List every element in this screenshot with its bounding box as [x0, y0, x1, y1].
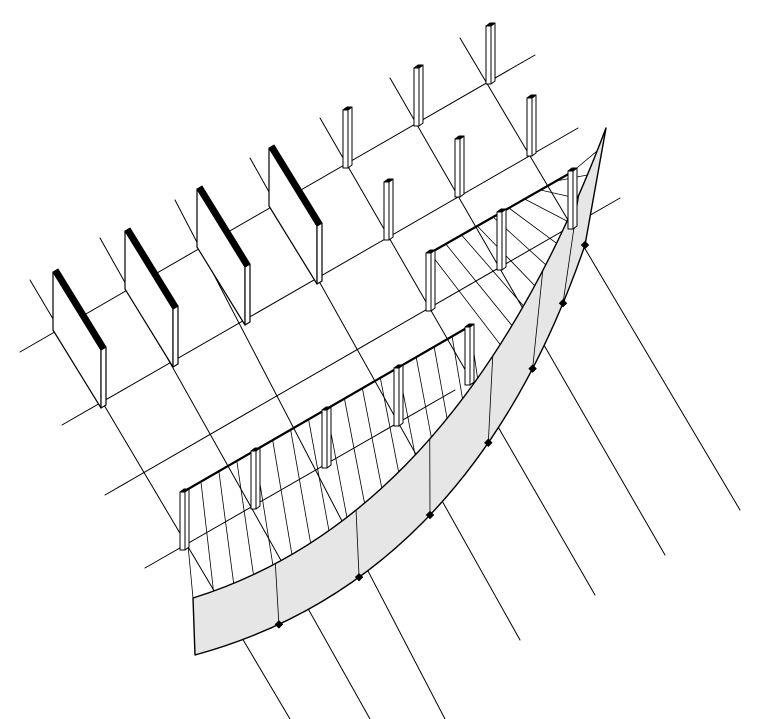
- frame-column-face: [321, 409, 328, 469]
- frame-column-cap: [464, 323, 475, 328]
- free-column-cap: [383, 178, 394, 183]
- rafter-line: [415, 356, 432, 438]
- frame-column-cap: [321, 406, 332, 411]
- rafter-line: [200, 481, 214, 592]
- frame-column-cap: [393, 364, 404, 369]
- wall-panel-top: [52, 268, 107, 351]
- rafter-line: [218, 470, 235, 584]
- free-column-face: [526, 97, 533, 157]
- connection-node: [484, 438, 493, 447]
- free-column-face: [454, 138, 461, 198]
- free-column-face: [485, 25, 492, 85]
- rafter-line: [445, 243, 513, 326]
- rafter-line: [461, 234, 524, 307]
- frame-column-face: [250, 450, 257, 510]
- rafter-line: [361, 387, 383, 489]
- frame-column-face: [567, 170, 574, 230]
- rafter-line: [344, 398, 365, 504]
- rafter-line: [433, 346, 448, 419]
- mullion-line: [274, 563, 280, 625]
- free-column-cap: [342, 106, 353, 111]
- rafter-line: [451, 335, 463, 400]
- free-column-face: [383, 181, 390, 241]
- frame-column-side: [255, 447, 261, 510]
- rafter-line: [524, 198, 568, 222]
- connection-node: [528, 364, 537, 373]
- frame-column-side: [184, 488, 190, 551]
- frame-column-face: [179, 491, 186, 551]
- structural-elements: [52, 22, 578, 551]
- frame-column-face: [425, 252, 432, 312]
- mullion-line: [584, 127, 607, 246]
- connection-node: [558, 298, 568, 308]
- free-column-side: [490, 22, 496, 85]
- free-column-side: [388, 178, 394, 241]
- free-column-cap: [454, 135, 465, 140]
- frame-column-side: [326, 406, 332, 469]
- wall-panel-face: [52, 271, 102, 409]
- wall-panel-face: [124, 230, 174, 368]
- frame-column-side: [501, 208, 507, 271]
- free-column-face: [342, 109, 349, 169]
- free-column-cap: [485, 22, 496, 27]
- frame-column-side: [430, 249, 436, 312]
- rafter-line: [272, 439, 293, 555]
- connection-node: [425, 510, 435, 520]
- connection-node: [354, 572, 364, 582]
- frame-column-cap: [250, 447, 261, 452]
- free-column-cap: [526, 94, 537, 99]
- rafter-line: [308, 418, 330, 532]
- frame-column-side: [572, 167, 578, 230]
- frame-column-side: [469, 323, 475, 386]
- wall-panel-top: [268, 144, 323, 227]
- frame-column-side: [398, 364, 404, 427]
- grid-line: [459, 37, 741, 511]
- mullion-line: [532, 270, 544, 370]
- frame-column-cap: [567, 167, 578, 172]
- frame-column-cap: [425, 249, 436, 254]
- wall-panel-top: [124, 227, 179, 310]
- free-column-cap: [413, 64, 424, 69]
- free-column-side: [347, 106, 353, 169]
- frame-column-cap: [179, 488, 190, 493]
- rafter-line: [508, 207, 557, 244]
- rafter-line: [379, 377, 400, 473]
- frame-column-cap: [496, 208, 507, 213]
- grid-line: [319, 117, 596, 596]
- free-column-side: [418, 64, 424, 127]
- grid-line: [104, 197, 621, 496]
- mullion-line: [487, 355, 494, 444]
- wall-panel-end: [244, 263, 251, 326]
- curved-glass-panel: [192, 127, 607, 656]
- grid-line: [174, 199, 446, 719]
- mullion-line: [355, 509, 360, 578]
- free-column-face: [413, 67, 420, 127]
- free-column-side: [531, 94, 537, 157]
- wall-panel-end: [316, 222, 323, 285]
- frame-column-face: [464, 326, 471, 386]
- wall-panel-end: [100, 346, 107, 409]
- rafter-line: [290, 429, 312, 544]
- frame-column-face: [496, 211, 503, 271]
- rafter-line: [429, 252, 501, 345]
- wall-panel-end: [172, 305, 179, 368]
- wall-panel-top: [196, 185, 251, 268]
- wall-panel-face: [268, 147, 318, 285]
- free-column-side: [459, 135, 465, 198]
- connection-node: [274, 620, 284, 629]
- rafter-line: [236, 460, 254, 575]
- wall-panel-face: [196, 188, 246, 326]
- frame-column-face: [393, 367, 400, 427]
